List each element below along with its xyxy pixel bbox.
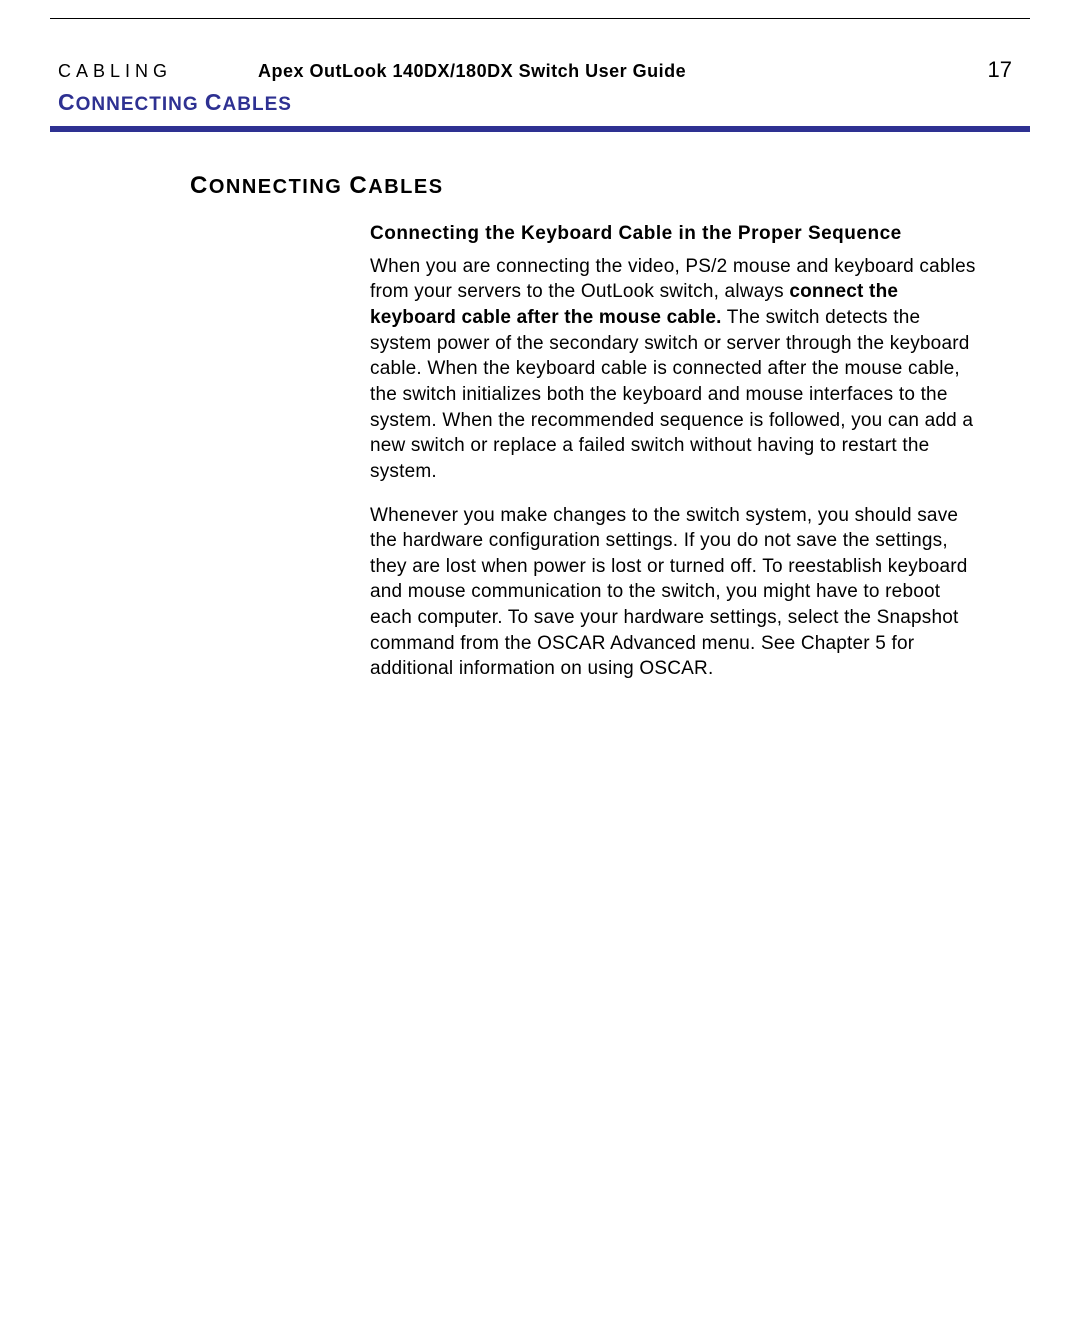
section-heading: CONNECTING CABLES <box>190 172 980 200</box>
section-divider <box>50 126 1030 132</box>
chapter-label: CABLING <box>58 61 258 82</box>
para1-post: The switch detects the system power of t… <box>370 307 973 482</box>
page: CABLING Apex OutLook 140DX/180DX Switch … <box>0 18 1080 682</box>
paragraph-1: When you are connecting the video, PS/2 … <box>370 254 980 485</box>
sc-first: C <box>190 172 209 199</box>
sc-rest: ABLES <box>368 176 443 198</box>
page-number: 17 <box>988 57 1012 83</box>
sc-rest: ONNECTING <box>76 94 199 115</box>
sc-first: C <box>349 172 368 199</box>
paragraph-2: Whenever you make changes to the switch … <box>370 503 980 682</box>
doc-title: Apex OutLook 140DX/180DX Switch User Gui… <box>258 61 988 82</box>
content-area: CONNECTING CABLES Connecting the Keyboar… <box>50 172 1030 682</box>
sc-first: C <box>58 89 76 115</box>
header-row: CABLING Apex OutLook 140DX/180DX Switch … <box>50 57 1030 83</box>
sc-rest: ONNECTING <box>209 176 343 198</box>
subheading: Connecting the Keyboard Cable in the Pro… <box>370 222 980 246</box>
body-column: Connecting the Keyboard Cable in the Pro… <box>370 222 980 682</box>
sc-rest: ABLES <box>223 94 292 115</box>
top-rule <box>50 18 1030 19</box>
running-section-header: CONNECTING CABLES <box>50 89 1030 116</box>
sc-first: C <box>205 89 223 115</box>
